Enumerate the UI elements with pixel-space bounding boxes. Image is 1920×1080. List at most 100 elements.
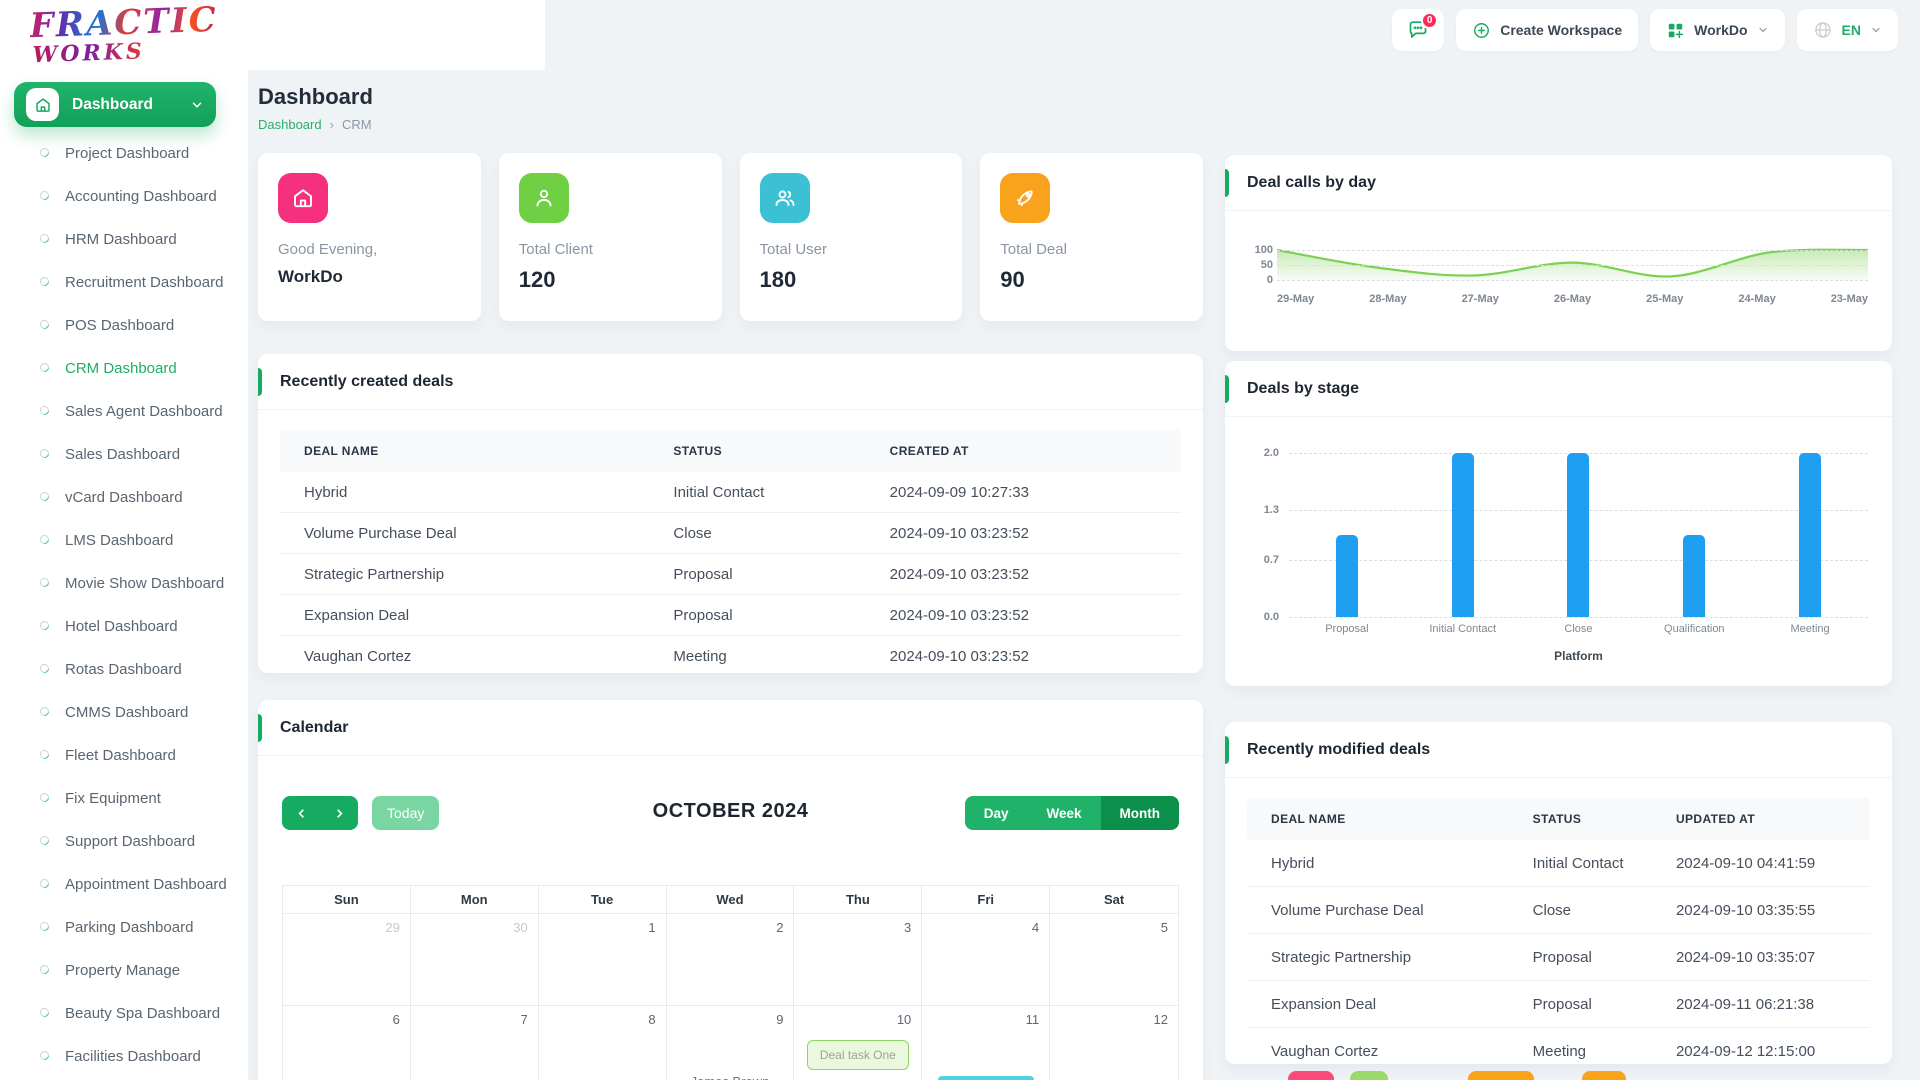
sidebar-item[interactable]: Movie Show Dashboard [0, 563, 248, 606]
bullet-icon [38, 189, 51, 202]
sidebar-item[interactable]: Sales Agent Dashboard [0, 391, 248, 434]
calendar-day-cell[interactable]: 9 James Brown [667, 1006, 795, 1080]
calendar-prev-button[interactable] [282, 796, 320, 830]
user-icon [518, 173, 569, 223]
calendar-day-cell[interactable]: 2 [666, 914, 795, 1006]
more-events-badge[interactable] [937, 1076, 1034, 1080]
title-accent-bar [1225, 169, 1229, 197]
calendar-day-cell[interactable]: 3 [794, 914, 923, 1006]
table-row[interactable]: Strategic Partnership Proposal 2024-09-1… [1247, 934, 1870, 981]
stat-value: WorkDo [278, 267, 343, 286]
calendar-day-cell[interactable]: 5 [1050, 914, 1178, 1006]
brand-logo[interactable]: FRACTIC WORKS [29, 0, 219, 68]
gridline [1277, 250, 1868, 251]
sidebar-item[interactable]: Sales Dashboard [0, 434, 248, 477]
title-accent-bar [1225, 736, 1229, 764]
status-cell: Meeting [673, 647, 727, 665]
bar[interactable] [1683, 535, 1706, 617]
table-row[interactable]: Expansion Deal Proposal 2024-09-11 06:21… [1247, 981, 1870, 1028]
bar[interactable] [1451, 453, 1474, 617]
calendar-day-cell[interactable]: 4 [922, 914, 1051, 1006]
sidebar-item[interactable]: Facilities Dashboard [0, 1036, 248, 1079]
calendar-day-cell[interactable]: 6 [283, 1006, 411, 1080]
breadcrumb-dashboard-link[interactable]: Dashboard [258, 117, 322, 132]
calendar-day-cell[interactable]: 11 [922, 1006, 1051, 1080]
sidebar-item-dashboard-active[interactable]: Dashboard [14, 82, 216, 127]
updated-at-cell: 2024-09-10 04:41:59 [1675, 854, 1816, 872]
sidebar-item[interactable]: Parking Dashboard [0, 907, 248, 950]
calendar-day-cell[interactable]: 8 [539, 1006, 667, 1080]
day-number: 3 [904, 920, 912, 935]
sidebar-item[interactable]: Rotas Dashboard [0, 649, 248, 692]
bar[interactable] [1799, 453, 1822, 617]
deal-name-cell: Expansion Deal [304, 606, 410, 624]
language-selector[interactable]: EN [1796, 9, 1898, 51]
calendar-day-cell[interactable]: 30 [410, 914, 539, 1006]
card-title: Deals by stage [1247, 379, 1360, 397]
sidebar-item[interactable]: CMMS Dashboard [0, 692, 248, 735]
sidebar-item[interactable]: Property Manage [0, 950, 248, 993]
updated-at-cell: 2024-09-12 12:15:00 [1675, 1042, 1816, 1060]
chevron-down-icon [190, 98, 204, 112]
sidebar-item[interactable]: Support Dashboard [0, 821, 248, 864]
bullet-icon [38, 791, 51, 804]
bar-slot [1405, 453, 1521, 617]
updated-at-cell: 2024-09-10 03:35:55 [1675, 901, 1816, 919]
calendar-next-button[interactable] [320, 796, 358, 830]
bullet-icon [38, 748, 51, 761]
table-row[interactable]: Volume Purchase Deal Close 2024-09-10 03… [280, 513, 1181, 554]
calendar-view-day[interactable]: Day [964, 796, 1028, 830]
calendar-day-cell[interactable]: 1 [538, 914, 667, 1006]
sidebar-menu: Project Dashboard Accounting Dashboard H… [0, 133, 248, 1079]
day-number: 2 [776, 920, 784, 935]
calendar-event[interactable]: Deal task One [807, 1040, 909, 1070]
sidebar-item[interactable]: HRM Dashboard [0, 219, 248, 262]
sidebar-item[interactable]: Hotel Dashboard [0, 606, 248, 649]
status-cell: Proposal [1532, 948, 1592, 966]
notifications-button[interactable]: 0 [1392, 9, 1445, 51]
status-cell: Initial Contact [1532, 854, 1624, 872]
calendar-day-cell[interactable]: 12 [1050, 1006, 1178, 1080]
sidebar-item-label: POS Dashboard [65, 317, 175, 334]
sidebar-item[interactable]: Fix Equipment [0, 778, 248, 821]
sidebar-item[interactable]: Recruitment Dashboard [0, 262, 248, 305]
bar-chart-x-axis-label: Platform [1554, 649, 1603, 663]
sidebar-item[interactable]: POS Dashboard [0, 305, 248, 348]
sidebar-item[interactable]: Project Dashboard [0, 133, 248, 176]
table-row[interactable]: Hybrid Initial Contact 2024-09-10 04:41:… [1247, 840, 1870, 887]
table-row[interactable]: Vaughan Cortez Meeting 2024-09-12 12:15:… [1247, 1028, 1870, 1075]
calendar-today-button[interactable]: Today [372, 796, 440, 830]
stat-label: Total User [759, 241, 828, 258]
bar[interactable] [1335, 535, 1358, 617]
table-row[interactable]: Hybrid Initial Contact 2024-09-09 10:27:… [280, 472, 1181, 513]
bar[interactable] [1567, 453, 1590, 617]
area-chart[interactable]: 29-May 28-May 27-May 26-May 25-May 24-May 23-M… [1249, 211, 1868, 351]
calendar-view-month[interactable]: Month [1100, 796, 1179, 830]
card-title-row: Recently modified deals [1225, 722, 1892, 778]
day-number: 8 [648, 1012, 656, 1027]
sidebar-item[interactable]: Accounting Dashboard [0, 176, 248, 219]
recently-modified-deals-card: Recently modified deals DEAL NAME STATUS… [1225, 722, 1892, 1075]
recently-created-deals-card: Recently created deals DEAL NAME STATUS … [258, 354, 1203, 677]
sidebar-item[interactable]: Appointment Dashboard [0, 864, 248, 907]
sidebar-item[interactable]: CRM Dashboard [0, 348, 248, 391]
create-workspace-button[interactable]: Create Workspace [1456, 9, 1639, 51]
sidebar-item[interactable]: vCard Dashboard [0, 477, 248, 520]
table-row[interactable]: Expansion Deal Proposal 2024-09-10 03:23… [280, 595, 1181, 636]
card-title-row: Deal calls by day [1225, 155, 1892, 211]
table-row[interactable]: Strategic Partnership Proposal 2024-09-1… [280, 554, 1181, 595]
page-header: Dashboard Dashboard › CRM [258, 84, 373, 132]
day-number: 9 [776, 1012, 784, 1027]
calendar-day-cell[interactable]: 7 [411, 1006, 539, 1080]
table-row[interactable]: Vaughan Cortez Meeting 2024-09-10 03:23:… [280, 636, 1181, 677]
calendar-day-cell[interactable]: 10 Deal task One [794, 1006, 923, 1080]
sidebar-item[interactable]: Fleet Dashboard [0, 735, 248, 778]
y-axis-tick-label: 100 [1254, 244, 1273, 256]
sidebar-item[interactable]: LMS Dashboard [0, 520, 248, 563]
calendar-view-week[interactable]: Week [1027, 796, 1101, 830]
sidebar-item[interactable]: Beauty Spa Dashboard [0, 993, 248, 1036]
table-row[interactable]: Volume Purchase Deal Close 2024-09-10 03… [1247, 887, 1870, 934]
calendar-day-cell[interactable]: 29 [283, 914, 411, 1006]
weekday-label: Tue [538, 886, 667, 914]
workspace-switcher[interactable]: WorkDo [1650, 9, 1785, 51]
